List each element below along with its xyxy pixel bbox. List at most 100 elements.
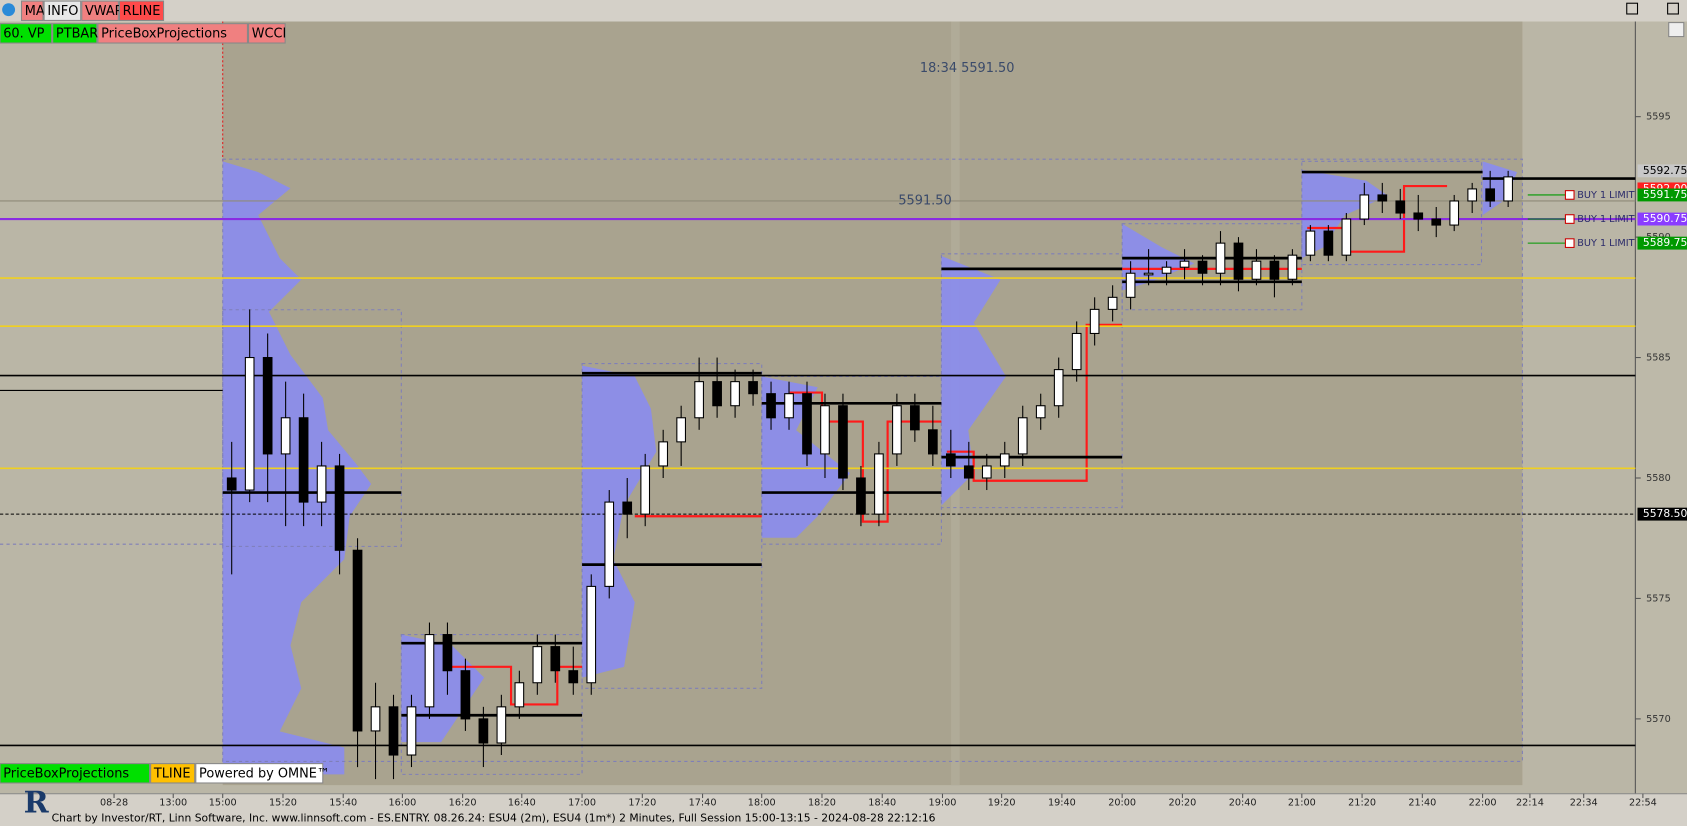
candle-body bbox=[550, 646, 561, 672]
candle-body bbox=[622, 501, 633, 515]
candle-body bbox=[1503, 176, 1513, 202]
x-tick-label: 22:34 bbox=[1570, 797, 1598, 808]
candle-body bbox=[226, 477, 237, 491]
candle-body bbox=[1269, 260, 1280, 280]
y-tick-label: 5595 bbox=[1646, 112, 1671, 123]
price-label-box bbox=[1637, 212, 1687, 226]
candle-body bbox=[406, 706, 417, 756]
order-cancel[interactable] bbox=[1564, 214, 1575, 224]
candle-body bbox=[694, 381, 704, 419]
time-axis bbox=[0, 793, 1687, 826]
candle-body bbox=[658, 441, 669, 467]
candle-body bbox=[478, 718, 489, 744]
candle-body bbox=[1233, 242, 1244, 280]
price-label: 5589.75 bbox=[1643, 236, 1687, 249]
x-tick-label: 08-28 bbox=[100, 797, 128, 808]
logo: R bbox=[24, 785, 50, 820]
restore-button[interactable] bbox=[1626, 2, 1639, 15]
x-tick-label: 20:00 bbox=[1108, 797, 1136, 808]
candle-body bbox=[1107, 296, 1118, 310]
x-tick-label: 18:20 bbox=[808, 797, 836, 808]
price-label: 5590.75 bbox=[1643, 212, 1687, 225]
order-cancel[interactable] bbox=[1564, 238, 1575, 248]
candle-body bbox=[316, 465, 327, 503]
candle-body bbox=[748, 381, 758, 395]
candle-body bbox=[532, 646, 543, 684]
indicator-label[interactable]: PTBAR bbox=[56, 26, 98, 41]
candle-body bbox=[1395, 200, 1406, 214]
order-label: BUY 1 LIMIT bbox=[1577, 190, 1634, 201]
price-label-box bbox=[1637, 188, 1687, 202]
candle-body bbox=[1179, 260, 1190, 268]
candle-body bbox=[244, 357, 255, 491]
candle-body bbox=[496, 706, 507, 744]
indicator-button[interactable] bbox=[247, 23, 286, 44]
indicator-label[interactable]: MA bbox=[25, 4, 45, 19]
candle-body bbox=[1089, 308, 1100, 335]
indicator-label[interactable]: WCCI bbox=[252, 26, 287, 41]
y-tick-label: 5580 bbox=[1646, 473, 1671, 484]
indicator-label[interactable]: INFO bbox=[47, 4, 78, 19]
candle-body bbox=[1125, 272, 1136, 298]
indicator-button[interactable] bbox=[43, 0, 82, 21]
maximize-button[interactable] bbox=[1667, 2, 1679, 15]
candle-body bbox=[334, 465, 345, 551]
indicator-button[interactable] bbox=[97, 23, 248, 44]
indicator-button[interactable] bbox=[20, 0, 44, 21]
price-label: 5592.75 bbox=[1643, 164, 1687, 177]
indicator-button[interactable] bbox=[0, 763, 151, 784]
indicator-label[interactable]: Powered by OMNE™ bbox=[199, 766, 330, 781]
x-tick-label: 21:20 bbox=[1348, 797, 1376, 808]
candle-body bbox=[928, 429, 938, 455]
candle-body bbox=[460, 670, 471, 720]
indicator-label[interactable]: TLINE bbox=[153, 766, 191, 781]
annotation: 18:34 5591.50 bbox=[920, 61, 1015, 76]
order-label: BUY 1 LIMIT bbox=[1577, 238, 1634, 249]
indicator-button[interactable] bbox=[195, 763, 324, 784]
indicator-label[interactable]: PriceBoxProjections bbox=[3, 766, 129, 781]
candle-body bbox=[1341, 218, 1352, 256]
x-tick-label: 22:54 bbox=[1629, 797, 1657, 808]
indicator-label[interactable]: 60. VP bbox=[3, 26, 44, 41]
candle-body bbox=[1431, 218, 1442, 226]
candle-body bbox=[712, 381, 722, 407]
candle-body bbox=[1377, 194, 1388, 202]
candle-body bbox=[730, 381, 740, 407]
price-label: 5591.75 bbox=[1643, 188, 1687, 201]
candle-body bbox=[1485, 188, 1496, 202]
candle-body bbox=[1305, 230, 1316, 256]
candle-body bbox=[892, 405, 902, 455]
indicator-label[interactable]: VWAP bbox=[85, 4, 123, 19]
x-tick-label: 15:40 bbox=[329, 797, 357, 808]
y-tick-label: 5585 bbox=[1646, 353, 1671, 364]
x-tick-label: 22:14 bbox=[1516, 797, 1544, 808]
candle-body bbox=[1359, 194, 1370, 220]
indicator-label[interactable]: RLINE bbox=[123, 4, 161, 19]
indicator-button[interactable] bbox=[118, 0, 165, 21]
y-tick-label: 5570 bbox=[1646, 714, 1671, 725]
candle-body bbox=[352, 549, 363, 732]
x-tick-label: 19:40 bbox=[1048, 797, 1076, 808]
candle-body bbox=[1017, 417, 1028, 455]
volume-profile bbox=[222, 161, 1518, 775]
price-label-box bbox=[1637, 164, 1687, 178]
indicator-button[interactable] bbox=[52, 23, 98, 44]
indicator-button[interactable] bbox=[150, 763, 196, 784]
candle-body bbox=[766, 393, 776, 419]
candle-body bbox=[424, 634, 435, 708]
menu-button[interactable] bbox=[1668, 22, 1685, 38]
candle-body bbox=[388, 706, 399, 756]
order-cancel[interactable] bbox=[1564, 190, 1575, 200]
candle-body bbox=[1251, 260, 1262, 280]
candle-body bbox=[910, 405, 920, 431]
indicator-label[interactable]: PriceBoxProjections bbox=[101, 26, 227, 41]
indicator-button[interactable] bbox=[0, 23, 53, 44]
y-tick-label: 5575 bbox=[1646, 593, 1671, 604]
candle-body bbox=[1071, 332, 1082, 371]
candle-body bbox=[370, 706, 381, 732]
candle-body bbox=[1035, 405, 1046, 419]
candle-body bbox=[604, 501, 615, 587]
indicator-button[interactable] bbox=[81, 0, 119, 21]
